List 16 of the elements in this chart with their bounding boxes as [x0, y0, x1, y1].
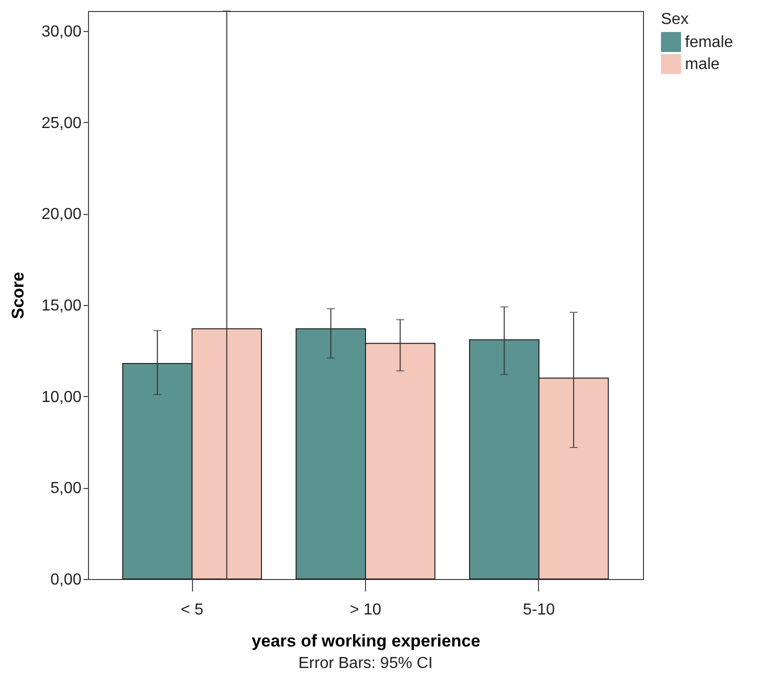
y-axis-title: Score [8, 272, 28, 320]
x-axis-title: years of working experience [252, 632, 480, 650]
y-tick-label: 10,00 [41, 388, 82, 406]
text: Error Bars: 95% CI [298, 655, 433, 672]
x-tick-label: > 10 [350, 602, 382, 618]
legend-label: male [685, 56, 720, 73]
x-tick-label: 5-10 [522, 602, 556, 618]
y-tick-label: 20,00 [41, 206, 82, 224]
x-tick-label: < 5 [180, 602, 204, 618]
y-tick-label: 15,00 [41, 298, 82, 315]
legend-title: Sex [661, 11, 689, 28]
legend-label: female [685, 34, 734, 51]
y-tick-label: 5,00 [50, 480, 82, 498]
y-tick-label: 25,00 [41, 114, 82, 132]
y-tick-label: 0,00 [50, 572, 82, 588]
y-tick-label: 30,00 [41, 24, 82, 41]
